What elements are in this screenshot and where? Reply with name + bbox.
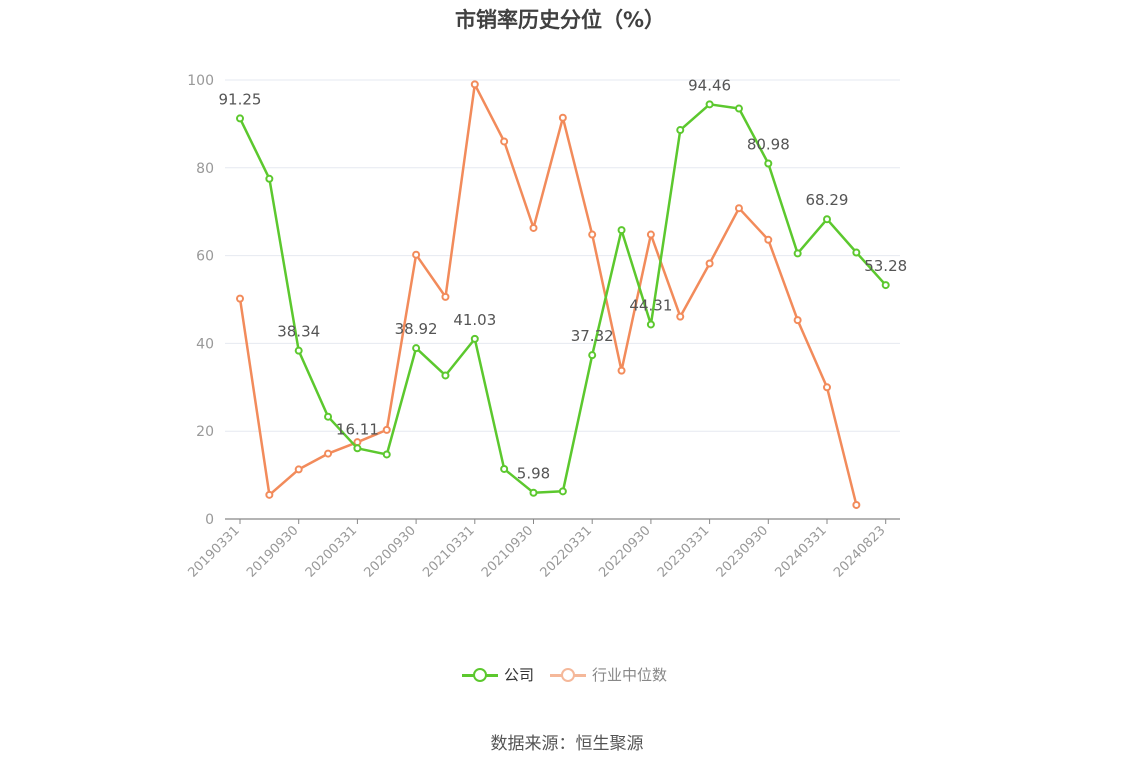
industry-data-point	[852, 500, 861, 509]
data-source: 数据来源：恒生聚源	[490, 734, 644, 754]
legend-item-industry[interactable]: 行业中位数	[550, 664, 667, 685]
y-tick-label: 60	[196, 249, 214, 265]
industry-data-point	[705, 259, 714, 268]
legend-swatch-industry	[550, 667, 587, 682]
data-labels: 91.25 38.34 16.11 38.92 41.03 5.98 37.32 44.31 9…	[219, 76, 908, 482]
company-data-point	[676, 126, 685, 135]
industry-data-point	[324, 449, 333, 458]
x-tick-label: 20190930	[244, 523, 301, 580]
company-data-label: 80.98	[747, 135, 790, 153]
grid-lines	[225, 79, 900, 432]
legend: 公司 行业中位数	[462, 664, 683, 685]
company-data-label: 91.25	[219, 90, 262, 108]
x-tick-label: 20190331	[185, 523, 242, 580]
legend-swatch-company	[462, 667, 498, 682]
x-tick-label: 20200930	[362, 523, 419, 580]
company-data-label: 94.46	[688, 76, 731, 94]
y-tick-label: 80	[196, 161, 214, 177]
x-tick-label: 20200331	[303, 523, 360, 580]
company-data-point	[793, 249, 802, 258]
chart-title: 市销率历史分位（%）	[454, 8, 666, 32]
company-data-point	[236, 114, 244, 123]
industry-data-point	[558, 113, 567, 122]
company-data-label: 16.11	[336, 420, 379, 438]
industry-data-point	[265, 490, 274, 499]
industry-data-point	[764, 235, 773, 244]
company-data-label: 37.32	[571, 327, 614, 345]
company-data-point	[529, 488, 538, 497]
company-data-point	[382, 450, 391, 459]
industry-data-point	[823, 383, 831, 392]
industry-data-point	[500, 137, 509, 146]
line-chart: 0 20 40 60 80 100 20190331 20190930 20200331 2020…	[185, 73, 908, 581]
company-data-label: 41.03	[453, 311, 496, 329]
x-tick-label: 20240331	[772, 523, 829, 580]
x-tick-label: 20210930	[479, 523, 536, 580]
industry-data-point	[470, 80, 479, 89]
company-data-point	[705, 100, 714, 109]
industry-data-point	[617, 366, 626, 375]
x-tick-label: 20230930	[714, 523, 771, 580]
industry-data-point	[412, 250, 421, 259]
industry-data-point	[441, 292, 450, 301]
legend-label-company: 公司	[504, 666, 535, 684]
company-data-point	[646, 320, 655, 329]
company-data-label: 68.29	[806, 191, 849, 209]
industry-data-point	[646, 230, 655, 239]
company-data-point	[441, 371, 450, 380]
company-data-point	[588, 351, 597, 360]
company-data-label: 5.98	[517, 465, 550, 483]
industry-data-point	[588, 230, 597, 239]
x-tick-label: 20220930	[596, 523, 653, 580]
x-tick-label: 20220331	[538, 523, 595, 580]
company-data-point	[734, 104, 743, 113]
industry-data-point	[529, 223, 538, 232]
company-data-point	[294, 346, 303, 355]
company-data-point	[412, 344, 421, 353]
company-data-point	[558, 487, 567, 496]
company-data-point	[823, 215, 831, 224]
company-data-label: 38.34	[277, 323, 320, 341]
company-data-point	[617, 226, 626, 235]
company-data-point	[764, 159, 773, 168]
industry-data-point	[236, 294, 244, 303]
y-tick-label: 40	[196, 336, 214, 352]
company-data-point	[881, 281, 890, 290]
industry-data-point	[793, 316, 802, 325]
company-data-point	[500, 464, 509, 473]
company-data-point	[265, 174, 274, 183]
industry-data-point	[294, 465, 303, 474]
company-data-label: 38.92	[395, 320, 438, 338]
industry-data-point	[676, 312, 685, 321]
company-data-label: 53.28	[864, 257, 907, 275]
company-data-point	[852, 248, 861, 257]
legend-item-company[interactable]: 公司	[462, 664, 534, 685]
industry-data-point	[382, 425, 391, 434]
x-tick-label: 20210331	[420, 523, 477, 580]
series	[236, 80, 890, 509]
y-tick-label: 20	[196, 424, 214, 440]
industry-series-line	[238, 83, 858, 506]
x-tick-label: 20240823	[831, 523, 888, 580]
legend-label-industry: 行业中位数	[592, 666, 668, 684]
y-tick-label: 100	[187, 73, 214, 89]
company-data-label: 44.31	[629, 296, 672, 314]
industry-data-point	[734, 204, 743, 213]
company-data-point	[470, 334, 479, 343]
company-data-point	[324, 412, 333, 421]
company-data-point	[353, 444, 362, 453]
y-tick-label: 0	[205, 512, 214, 528]
x-tick-label: 20230331	[655, 523, 712, 580]
